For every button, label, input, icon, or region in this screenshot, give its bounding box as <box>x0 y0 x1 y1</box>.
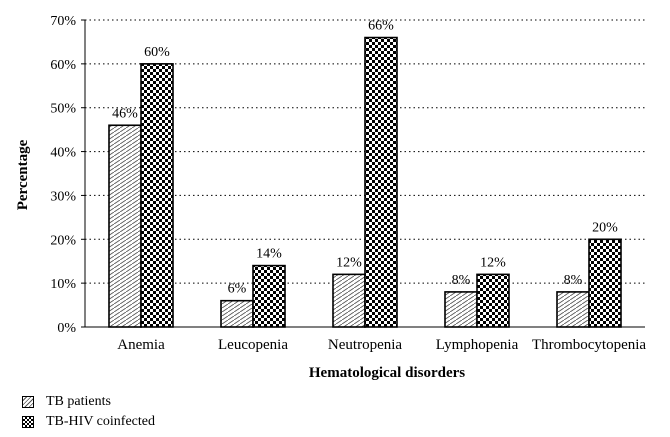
x-axis-title: Hematological disorders <box>309 365 465 381</box>
y-tick-label: 40% <box>50 146 76 161</box>
bar-tb <box>556 291 590 328</box>
legend-label-tb-hiv: TB-HIV coinfected <box>46 414 155 429</box>
data-label: 12% <box>336 255 362 270</box>
y-tick-label: 20% <box>50 233 76 248</box>
legend: TB patients TB-HIV coinfected <box>22 392 155 432</box>
data-label: 8% <box>452 273 471 288</box>
bar-tb-hiv <box>364 36 398 328</box>
x-tick-label: Lymphopenia <box>436 337 519 353</box>
x-axis: Anemia Leucopenia Neutropenia Lymphopenia Th… <box>85 326 646 353</box>
x-tick-label: Neutropenia <box>328 337 402 353</box>
data-label: 60% <box>144 45 170 60</box>
bars: 46% 60% 6% 14% 12% 66% 8% 12% 8% 20% <box>108 19 622 328</box>
data-label: 12% <box>480 255 506 270</box>
bar-tb <box>444 291 478 328</box>
data-label: 14% <box>256 247 282 262</box>
y-axis: 0% 10% 20% 30% 40% 50% 60% 70% <box>50 14 86 336</box>
legend-item-tb-hiv: TB-HIV coinfected <box>22 412 155 432</box>
y-tick-label: 70% <box>50 14 76 29</box>
y-tick-label: 0% <box>57 321 76 336</box>
x-tick-label: Leucopenia <box>218 337 288 353</box>
data-label: 20% <box>592 220 618 235</box>
data-label: 66% <box>368 19 394 34</box>
bar-tb <box>108 124 142 328</box>
bar-tb <box>332 273 366 328</box>
bar-tb-hiv <box>140 63 174 328</box>
bar-tb-hiv <box>588 238 622 328</box>
y-tick-label: 30% <box>50 189 76 204</box>
bar-tb-hiv <box>476 273 510 328</box>
bar-tb-hiv <box>252 264 286 328</box>
legend-swatch-tb <box>22 396 34 408</box>
bar-tb <box>220 299 254 328</box>
legend-item-tb: TB patients <box>22 392 155 412</box>
x-tick-label: Thrombocytopenia <box>532 337 646 353</box>
y-tick-label: 50% <box>50 102 76 117</box>
data-label: 6% <box>228 282 247 297</box>
legend-swatch-tb-hiv <box>22 416 34 428</box>
data-label: 46% <box>112 106 138 121</box>
x-tick-label: Anemia <box>117 337 165 353</box>
y-axis-title: Percentage <box>15 139 31 210</box>
data-label: 8% <box>564 273 583 288</box>
y-tick-label: 10% <box>50 277 76 292</box>
legend-label-tb: TB patients <box>46 394 111 409</box>
y-tick-label: 60% <box>50 58 76 73</box>
